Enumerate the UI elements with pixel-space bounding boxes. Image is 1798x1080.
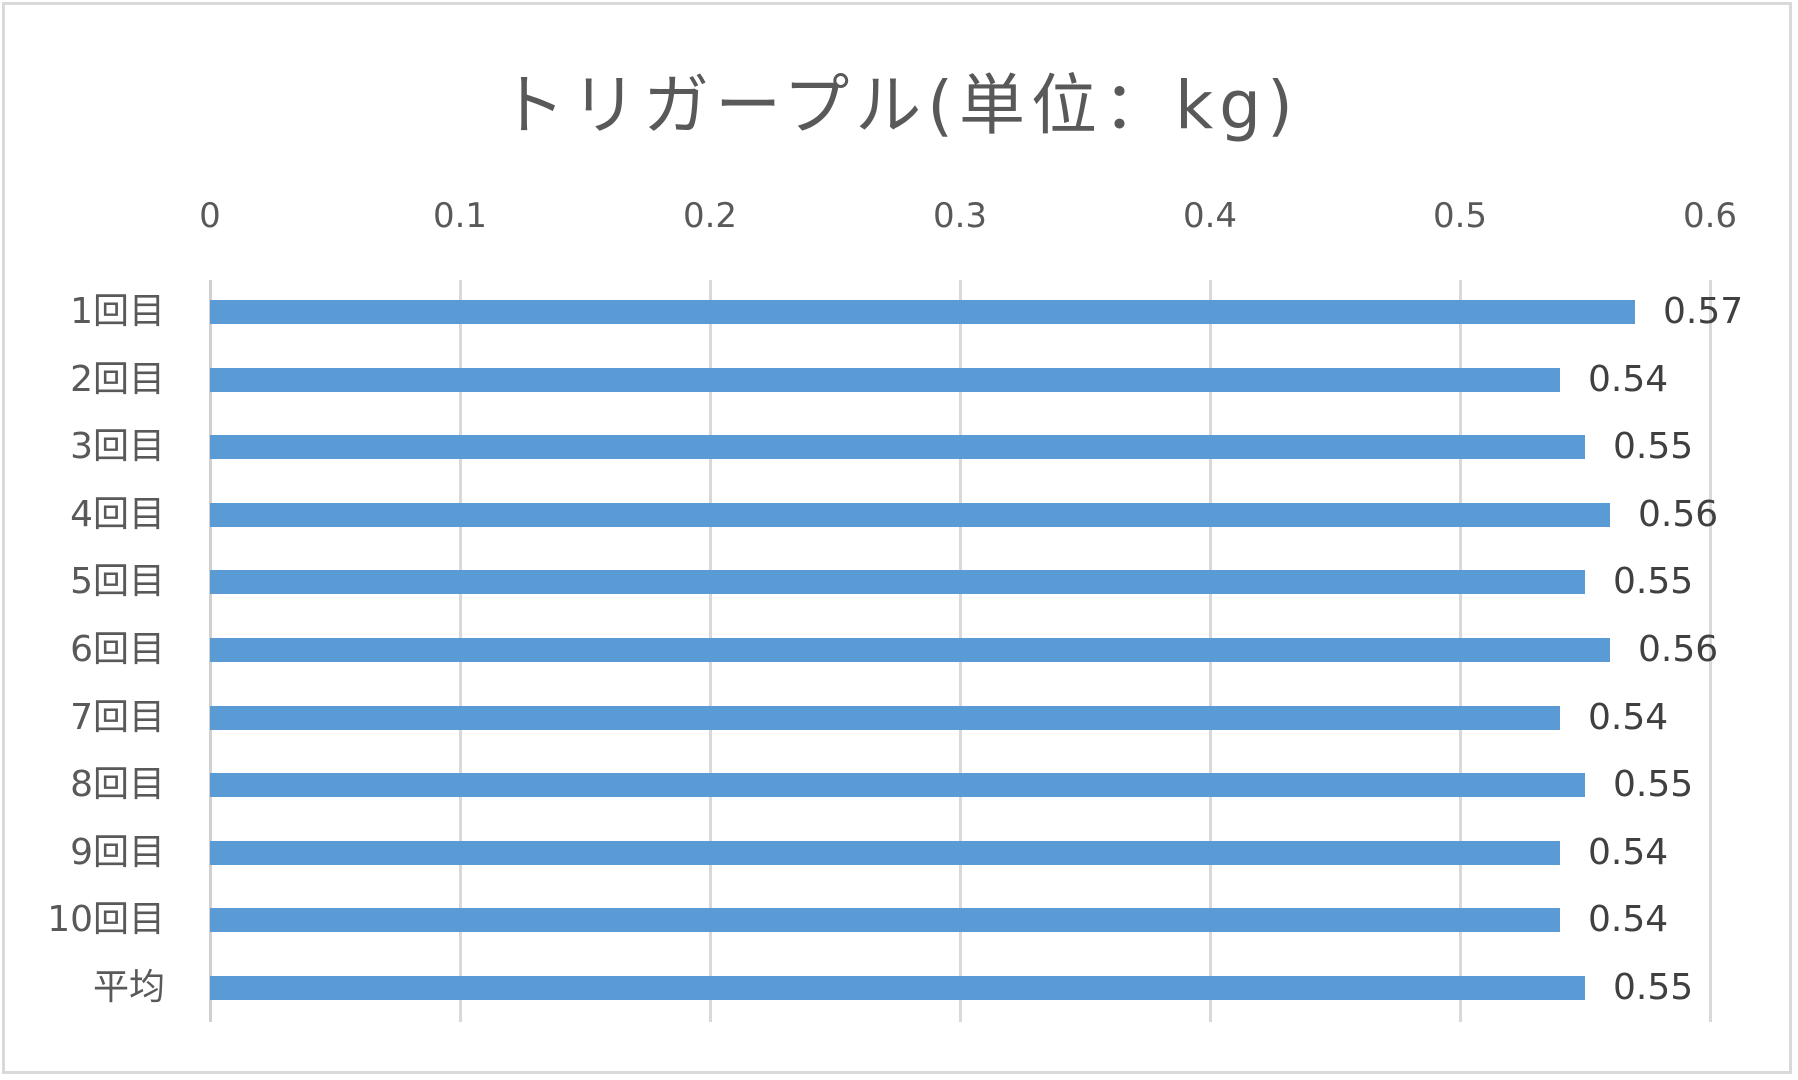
x-tick-label: 0.3 xyxy=(932,196,988,236)
bar[interactable] xyxy=(210,367,1560,392)
bar[interactable] xyxy=(210,638,1610,662)
bar[interactable] xyxy=(210,840,1560,865)
bar[interactable] xyxy=(210,976,1585,1000)
x-tick-label: 0.4 xyxy=(1182,196,1238,236)
data-label: 0.54 xyxy=(1588,831,1669,873)
chart-title: トリガープル(単位：kg) xyxy=(499,67,1299,144)
data-label: 0.56 xyxy=(1638,493,1719,535)
x-tick-label: 0.2 xyxy=(682,196,738,236)
category-label: 4回目 xyxy=(70,493,165,535)
category-label: 7回目 xyxy=(70,696,165,738)
category-label: 6回目 xyxy=(70,629,165,670)
data-label: 0.55 xyxy=(1613,967,1694,1008)
data-label: 0.54 xyxy=(1588,899,1669,941)
bar[interactable] xyxy=(210,705,1560,730)
bar[interactable] xyxy=(210,300,1635,324)
x-tick-label: 0.5 xyxy=(1432,196,1488,236)
category-label: 3回目 xyxy=(70,426,165,468)
data-label: 0.55 xyxy=(1613,561,1694,603)
category-label: 10回目 xyxy=(47,899,165,941)
data-label: 0.57 xyxy=(1663,291,1744,332)
x-tick-label: 0.1 xyxy=(432,196,488,236)
category-label: 8回目 xyxy=(70,764,165,806)
category-label: 5回目 xyxy=(70,561,165,603)
bar[interactable] xyxy=(210,502,1610,527)
bar[interactable] xyxy=(210,908,1560,933)
bar[interactable] xyxy=(210,773,1585,798)
category-label: 1回目 xyxy=(70,291,165,332)
data-label: 0.55 xyxy=(1613,764,1694,806)
bar[interactable] xyxy=(210,570,1585,595)
category-label: 9回目 xyxy=(70,831,165,873)
x-tick-label: 0 xyxy=(199,196,221,236)
x-tick-label: 0.6 xyxy=(1682,196,1738,236)
category-label: 2回目 xyxy=(70,358,165,400)
data-label: 0.54 xyxy=(1588,358,1669,400)
data-label: 0.56 xyxy=(1638,629,1719,670)
gridline xyxy=(1709,280,1712,1022)
data-label: 0.55 xyxy=(1613,426,1694,468)
bar[interactable] xyxy=(210,435,1585,460)
category-label: 平均 xyxy=(92,967,165,1008)
data-label: 0.54 xyxy=(1588,696,1669,738)
